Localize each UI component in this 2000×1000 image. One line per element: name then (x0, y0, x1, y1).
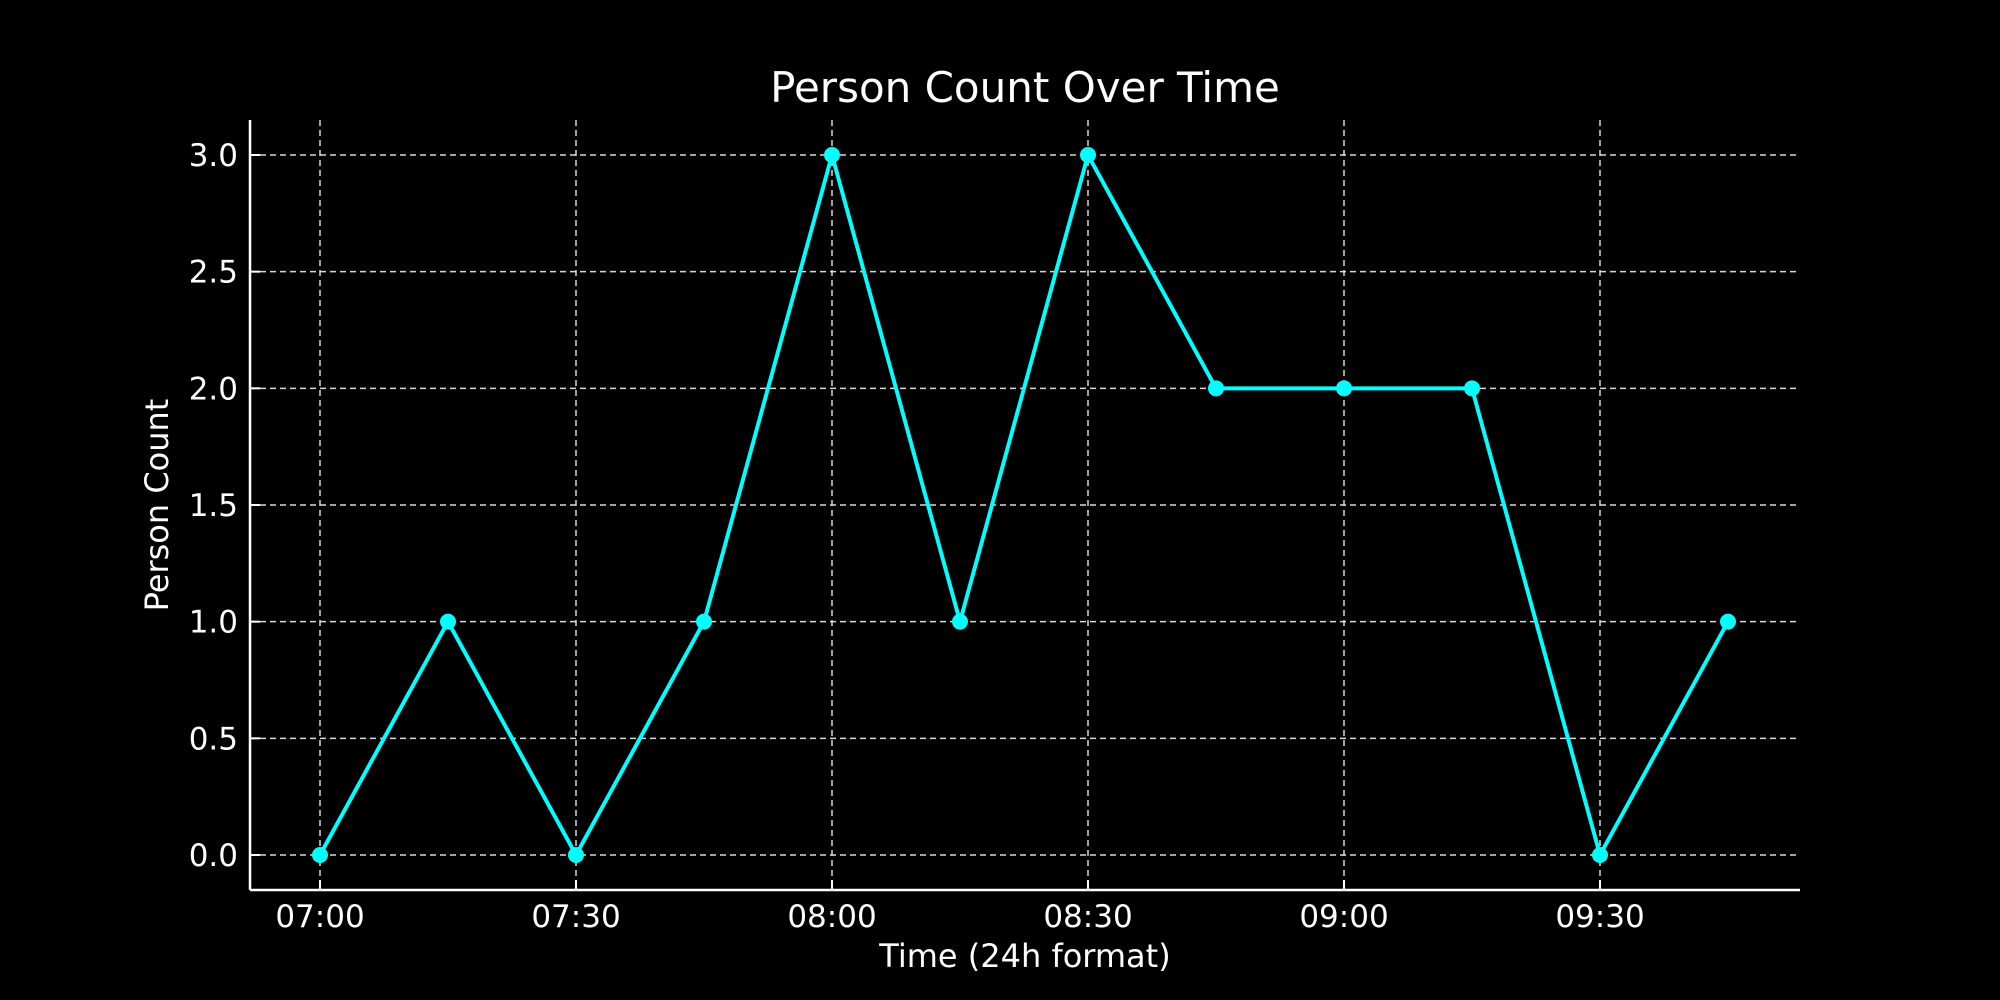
x-axis-label: Time (24h format) (878, 937, 1170, 975)
data-point (1592, 847, 1608, 863)
data-point (696, 613, 712, 630)
y-axis-label: Person Count (138, 399, 176, 612)
x-tick-label: 07:00 (275, 899, 364, 935)
data-point (568, 847, 584, 863)
series-line (318, 147, 1730, 861)
y-tick-label: 1.0 (189, 605, 238, 641)
ticks-layer: 07:00 07:30 08:00 08:30 09:00 09:30 0.0 0.5 1.0 1… (189, 138, 1645, 935)
data-point (824, 147, 840, 163)
data-point (1464, 380, 1480, 397)
grid-layer (250, 120, 1800, 890)
y-tick-label: 1.5 (189, 488, 238, 524)
x-tick-label: 08:30 (1043, 899, 1132, 935)
y-tick-label: 0.0 (189, 838, 238, 874)
data-point (1336, 380, 1352, 397)
y-tick-label: 2.0 (189, 371, 238, 407)
series-layer (312, 147, 1736, 863)
y-tick-label: 3.0 (189, 138, 238, 174)
x-tick-label: 09:30 (1555, 899, 1644, 935)
data-point (1720, 613, 1736, 630)
x-tick-label: 08:00 (787, 899, 876, 935)
data-point (312, 847, 328, 863)
x-tick-label: 07:30 (531, 899, 620, 935)
x-tick-label: 09:00 (1299, 899, 1388, 935)
data-point (952, 613, 968, 630)
y-tick-label: 0.5 (189, 721, 238, 757)
data-point (1080, 147, 1096, 163)
data-point (1208, 380, 1224, 397)
y-tick-label: 2.5 (189, 255, 238, 291)
data-point (440, 613, 456, 630)
chart-title: Person Count Over Time (770, 63, 1280, 112)
